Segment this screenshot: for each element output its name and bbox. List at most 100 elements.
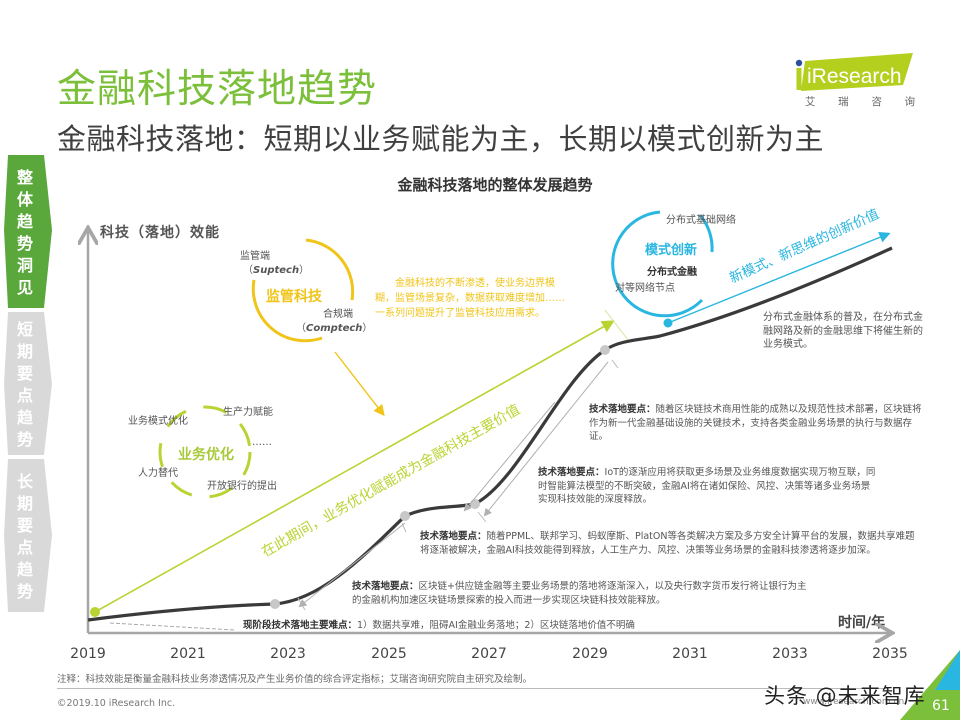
- milestone-dot-2025: [400, 511, 410, 521]
- blue-start-dot: [663, 318, 673, 328]
- iresearch-logo-icon: iResearch: [795, 53, 913, 91]
- sidebar-char: 整: [16, 168, 33, 187]
- sidebar-char: 趋: [16, 212, 33, 231]
- key-point-label: 技术落地要点：: [420, 531, 487, 542]
- logo-cn-char: 艾: [805, 96, 816, 108]
- biz-opt-item: ……: [252, 437, 272, 448]
- pointer-arrow: [463, 401, 556, 512]
- sidebar-tab-shape: [4, 459, 52, 612]
- sidebar-tab-active-shape: [4, 155, 52, 308]
- year-tick: 2029: [572, 646, 608, 662]
- current-difficulties: 现阶段技术落地主要难点：1）数据共享难，阻碍AI金融业务落地；2）区块链落地价值…: [243, 619, 635, 633]
- supervision-label: 监管端: [240, 251, 270, 262]
- mode-innovation-subtitle: 分布式金融: [647, 267, 697, 278]
- milestone-dot-2023: [270, 599, 280, 609]
- sidebar-char: 洞: [16, 256, 33, 275]
- sidebar-char: 势: [16, 430, 33, 449]
- chart-title: 金融科技落地的整体发展趋势: [397, 176, 593, 194]
- copyright: ©2019.10 iResearch Inc.: [57, 698, 176, 709]
- key-point-blockchain-infra: 技术落地要点：随着区块链技术商用性能的成熟以及规范性技术部署，区块链将作为新一代…: [589, 403, 927, 444]
- y-axis-label: 科技（落地）效能: [100, 225, 220, 241]
- sidebar-char: 要: [16, 364, 33, 383]
- sidebar-char: 趋: [16, 408, 33, 427]
- corner-decoration: [900, 650, 960, 720]
- sidebar-shapes: [4, 155, 52, 612]
- biz-opt-item: 人力替代: [138, 468, 178, 479]
- supervision-en: （Suptech）: [243, 265, 310, 276]
- year-tick: 2031: [672, 646, 708, 662]
- mode-innovation-title: 模式创新: [645, 243, 698, 258]
- biz-opt-ring: [158, 405, 252, 499]
- key-point-label: 技术落地要点：: [589, 404, 656, 415]
- regtech-arrow: [334, 351, 385, 417]
- efficiency-curve: [87, 246, 893, 622]
- green-trend-arrow: [94, 320, 615, 613]
- logo-cn-char: 瑞: [838, 96, 849, 108]
- key-point-data-sharing: 技术落地要点：随着PPML、联邦学习、蚂蚁摩斯、PlatON等各类解决方案及多方…: [420, 530, 920, 557]
- sidebar-char: 趋: [16, 560, 33, 579]
- page-subtitle: 金融科技落地：短期以业务赋能为主，长期以模式创新为主: [57, 122, 825, 156]
- page-number: 61: [932, 698, 950, 714]
- key-point-supply-chain: 技术落地要点：区块链+供应链金融等主要业务场景的落地将逐渐深入，以及央行数字货币…: [352, 580, 812, 607]
- sidebar-char: 期: [16, 342, 33, 361]
- milestone-dot-2027: [470, 499, 480, 509]
- sidebar-char: 期: [16, 494, 33, 513]
- x-axis-label: 时间/年: [838, 615, 886, 631]
- year-tick: 2025: [371, 646, 407, 662]
- sidebar-tab-shape: [4, 312, 52, 455]
- sidebar-char: 长: [16, 472, 33, 491]
- pointer-arrow: [483, 361, 609, 517]
- mode-innovation-item: 对等网络节点: [615, 283, 675, 294]
- key-point-text: IoT的逐渐应用将获取更多场景及业务维度数据实现万物互联，同时智能算法模型的不断…: [538, 467, 876, 505]
- sidebar-char: 点: [16, 386, 33, 405]
- mode-innovation-ring: [611, 210, 704, 318]
- footnote: 注释：科技效能是衡量金融科技业务渗透情况及产生业务价值的综合评定指标；艾瑞咨询研…: [57, 674, 533, 685]
- biz-opt-item: 开放银行的提出: [207, 481, 277, 492]
- footer-divider: [57, 688, 887, 689]
- sidebar-item-long-term[interactable]: 长 期 要 点 趋 势: [5, 462, 45, 612]
- key-point-text: 随着区块链技术商用性能的成熟以及规范性技术部署，区块链将作为新一代金融基础设施的…: [589, 404, 922, 442]
- blue-trend-arrow: [667, 231, 891, 324]
- logo-cn-char: 询: [904, 96, 915, 108]
- compliance-en: （Comptech）: [296, 323, 373, 334]
- sidebar-item-short-term[interactable]: 短 期 要 点 趋 势: [5, 314, 45, 456]
- sidebar-char: 势: [16, 582, 33, 601]
- sidebar-char: 点: [16, 538, 33, 557]
- site-url[interactable]: www.iresearch.com.cn: [803, 697, 905, 707]
- key-point-iot-ai: 技术落地要点：IoT的逐渐应用将获取更多场景及业务维度数据实现万物互联，同时智能…: [538, 466, 878, 507]
- mode-innovation-item: 分布式基础网络: [666, 215, 736, 226]
- milestone-dot-2029: [600, 345, 610, 355]
- sidebar-item-overall-trend[interactable]: 整 体 趋 势 洞 见: [5, 160, 45, 306]
- sidebar-char: 势: [16, 234, 33, 253]
- year-tick: 2033: [772, 646, 808, 662]
- svg-text:iResearch: iResearch: [807, 65, 902, 88]
- mode-innovation-description: 分布式金融体系的普及，在分布式金融网路及新的金融思维下将催生新的业务模式。: [763, 312, 923, 350]
- year-tick: 2019: [70, 646, 106, 662]
- year-tick: 2023: [270, 646, 306, 662]
- key-point-text: 随着PPML、联邦学习、蚂蚁摩斯、PlatON等各类解决方案及多方安全计算平台的…: [420, 531, 915, 556]
- key-point-label: 技术落地要点：: [538, 467, 605, 478]
- year-tick: 2035: [872, 646, 908, 662]
- iresearch-logo: iResearch: [795, 51, 915, 107]
- year-tick: 2027: [471, 646, 507, 662]
- sidebar-char: 要: [16, 516, 33, 535]
- sidebar-char: 见: [16, 278, 33, 297]
- regtech-description: 金融科技的不断渗透，使业务边界模糊，监管场景复杂，数据获取难度增加……一系列问题…: [375, 278, 565, 319]
- pointer-arrow: [298, 522, 406, 608]
- page-title: 金融科技落地趋势: [57, 67, 378, 112]
- compliance-label: 合规端: [323, 309, 353, 320]
- sidebar-char: 短: [16, 320, 33, 339]
- biz-opt-title: 业务优化: [178, 447, 234, 463]
- difficulty-label: 现阶段技术落地主要难点：: [243, 620, 358, 631]
- green-start-dot: [90, 607, 100, 617]
- watermark: 头条 @未来智库: [764, 684, 926, 708]
- biz-opt-item: 业务模式优化: [128, 416, 188, 427]
- logo-cn-char: 咨: [871, 96, 882, 108]
- logo-cn-text: 艾 瑞 咨 询: [805, 94, 915, 109]
- key-point-text: 区块链+供应链金融等主要业务场景的落地将逐渐深入，以及央行数字货币发行将让银行为…: [352, 581, 807, 606]
- biz-opt-item: 生产力赋能: [223, 407, 273, 418]
- year-tick: 2021: [170, 646, 206, 662]
- regtech-title: 监管科技: [266, 289, 322, 305]
- green-end-tick: [604, 309, 629, 341]
